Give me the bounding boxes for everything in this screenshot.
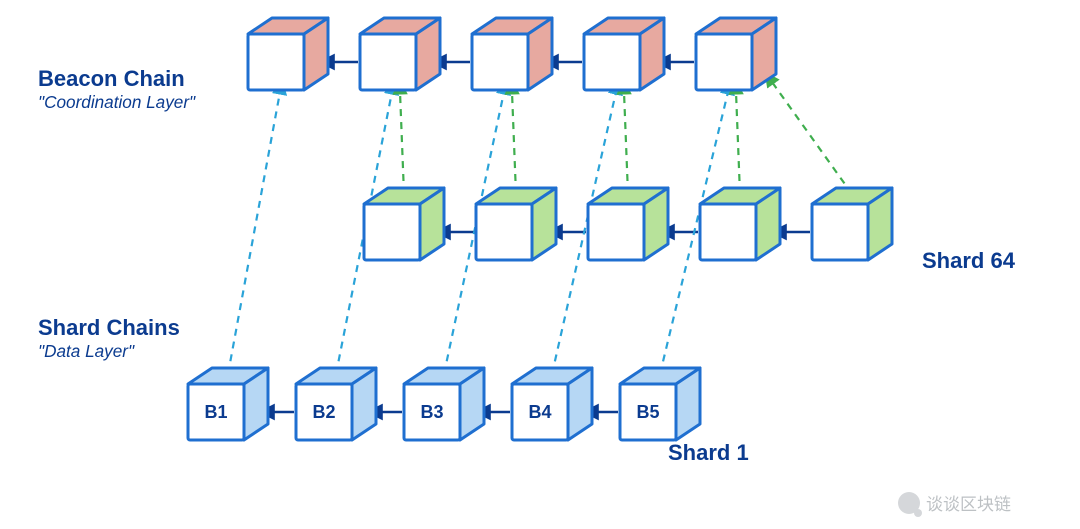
block-label: B4: [528, 402, 551, 422]
block-cube: [588, 188, 668, 260]
block-cube: [472, 18, 552, 90]
label-shard1-title: Shard 1: [668, 440, 749, 465]
block-label: B5: [636, 402, 659, 422]
block-cube: [584, 18, 664, 90]
block-label: B3: [420, 402, 443, 422]
label-beacon-title: Beacon Chain: [38, 66, 185, 91]
label-beacon-chain: Beacon Chain "Coordination Layer": [38, 66, 195, 113]
crosslink-arrow: [736, 92, 740, 194]
label-shard-chains: Shard Chains "Data Layer": [38, 315, 180, 362]
block-cube: [248, 18, 328, 90]
cube-layer: B1 B2 B3 B4 B5: [188, 18, 892, 440]
block-cube: [696, 18, 776, 90]
block-cube: [812, 188, 892, 260]
block-cube: B3: [404, 368, 484, 440]
label-shard-64: Shard 64: [922, 248, 1015, 273]
label-shard64-title: Shard 64: [922, 248, 1015, 273]
label-shard-subtitle: "Data Layer": [38, 342, 180, 362]
block-cube: [360, 18, 440, 90]
block-cube: B2: [296, 368, 376, 440]
block-cube: B5: [620, 368, 700, 440]
block-cube: [700, 188, 780, 260]
block-cube: B1: [188, 368, 268, 440]
block-cube: B4: [512, 368, 592, 440]
watermark: 谈谈区块链: [898, 490, 1011, 515]
watermark-text: 谈谈区块链: [926, 490, 1011, 515]
crosslink-arrow: [624, 92, 628, 194]
label-shard-1: Shard 1: [668, 440, 749, 465]
crosslink-arrow: [400, 92, 404, 194]
block-cube: [364, 188, 444, 260]
block-cube: [476, 188, 556, 260]
block-label: B1: [204, 402, 227, 422]
label-shard-title: Shard Chains: [38, 315, 180, 340]
crosslink-arrow: [512, 92, 516, 194]
wechat-icon: [898, 492, 920, 514]
label-beacon-subtitle: "Coordination Layer": [38, 93, 195, 113]
block-label: B2: [312, 402, 335, 422]
crosslink-arrow: [772, 82, 852, 194]
crosslink-arrow: [228, 92, 280, 374]
